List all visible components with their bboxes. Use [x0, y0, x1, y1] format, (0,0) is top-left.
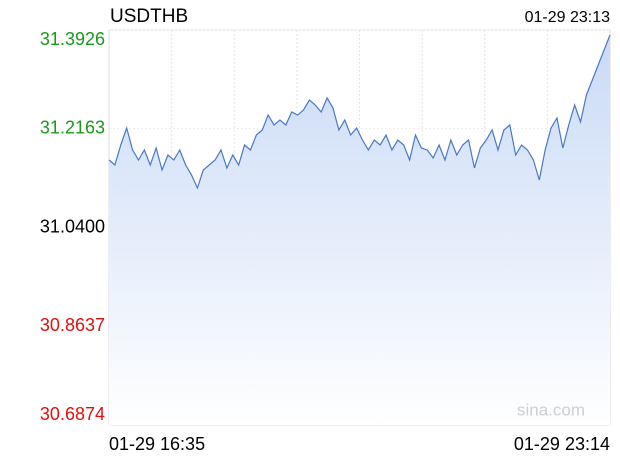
x-tick-label: 01-29 23:14: [514, 434, 610, 454]
price-line: [108, 34, 611, 190]
chart-title: USDTHB: [110, 6, 188, 27]
y-tick-label: 31.0400: [40, 216, 105, 236]
x-tick-label: 01-29 16:35: [109, 434, 205, 454]
y-tick-label: 31.2163: [40, 118, 105, 138]
y-tick-label: 30.8637: [40, 315, 105, 335]
y-tick-label: 31.3926: [40, 29, 105, 49]
y-tick-label: 30.6874: [40, 404, 105, 424]
area: [109, 34, 610, 426]
timestamp: 01-29 23:13: [525, 9, 611, 26]
watermark: sina.com: [517, 400, 585, 419]
